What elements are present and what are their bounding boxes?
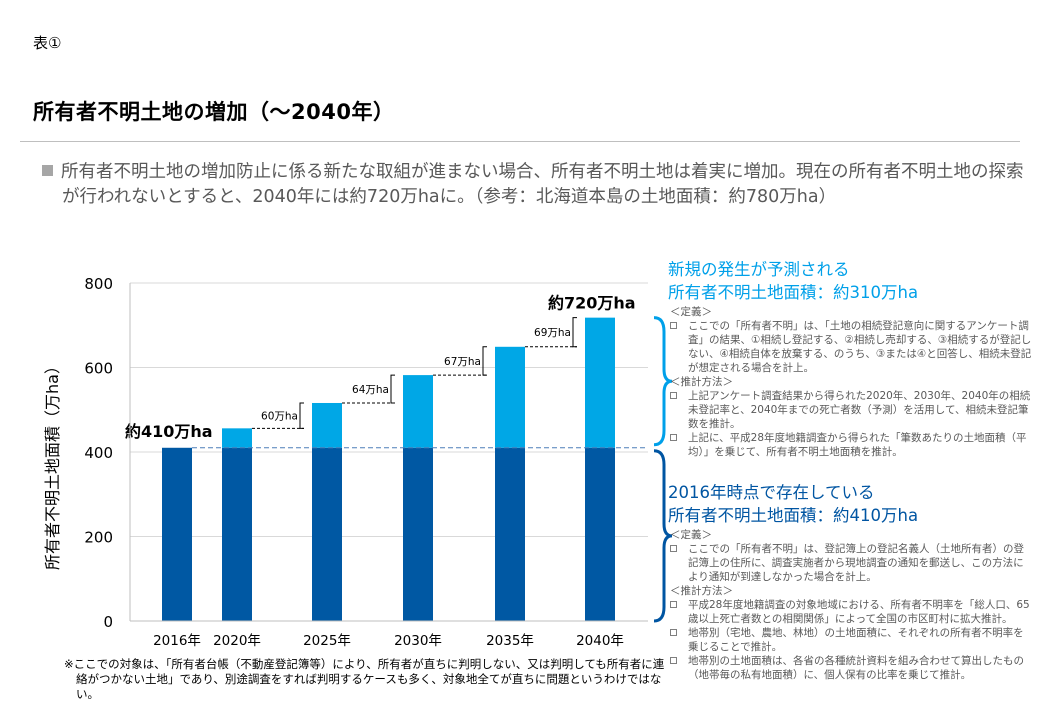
annotation-2040: 約720万ha [548,294,636,313]
y-tick-label: 800 [84,275,113,293]
list-item-text: 平成28年度地籍調査の対象地域における、所有者不明率を「総人口、65歳以上死亡者… [688,599,1030,625]
x-tick-label: 2020年 [213,633,261,649]
square-bullet-icon [42,165,53,176]
y-tick-label: 400 [84,444,113,462]
list-item: ここでの「所有者不明」は、登記簿上の登記名義人（土地所有者）の登記簿上の住所に、… [668,542,1034,584]
method-label: ＜推計方法＞ [670,585,733,597]
bar-new [495,346,525,448]
bar-new [222,428,252,448]
y-tick-label: 200 [84,529,113,547]
list-item-text: ここでの「所有者不明」は、登記簿上の登記名義人（土地所有者）の登記簿上の住所に、… [688,543,1024,583]
panel-new-heading-1: 新規の発生が予測される [668,260,850,279]
bar-new [585,317,615,448]
bar-existing [162,447,192,621]
list-item-text: 上記に、平成28年度地籍調査から得られた「筆数あたりの土地面積（平均）」を乗じて… [688,432,1027,458]
brace-existing-icon [653,449,673,623]
checkbox-bullet-icon [670,545,677,552]
panel-existing: 2016年時点で存在している 所有者不明土地面積：約410万ha ＜定義＞ ここ… [668,482,1034,682]
annotation-2016: 約410万ha [125,422,213,441]
list-item: 上記に、平成28年度地籍調査から得られた「筆数あたりの土地面積（平均）」を乗じて… [668,431,1034,459]
increment-bracket [482,346,487,376]
list-item-text: ここでの「所有者不明」は、「土地の相続登記意向に関するアンケート調査」の結果、①… [688,320,1032,374]
increment-bracket [299,402,304,429]
bar-existing [585,447,615,621]
grid-lines [130,282,648,537]
y-axis-label: 所有者不明土地面積（万ha） [43,358,62,570]
summary-text: 所有者不明土地の増加防止に係る新たな取組が進まない場合、所有者不明土地は着実に増… [42,160,1024,210]
checkbox-bullet-icon [670,601,677,608]
list-item: 上記アンケート調査結果から得られた2020年、2030年、2040年の相続未登記… [668,389,1034,431]
bar-existing [495,447,525,621]
table-label: 表① [33,34,62,52]
definition-label: ＜定義＞ [670,529,712,541]
y-tick-label: 0 [103,613,113,631]
list-item-text: 地帯別の土地面積は、各省の各種統計資料を組み合わせて算出したもの（地帯毎の私有地… [688,655,1024,681]
list-item-text: 上記アンケート調査結果から得られた2020年、2030年、2040年の相続未登記… [688,390,1031,430]
list-item: 地帯別の土地面積は、各省の各種統計資料を組み合わせて算出したもの（地帯毎の私有地… [668,654,1034,682]
definition-label: ＜定義＞ [670,306,712,318]
panel-exist-heading-1: 2016年時点で存在している [668,483,875,502]
checkbox-bullet-icon [670,629,677,636]
bar-existing [312,447,342,621]
bar-existing [222,447,252,621]
increment-bracket [572,317,577,348]
increment-label: 64万ha [352,384,389,396]
bar-new [312,402,342,448]
increment-label: 60万ha [261,411,298,423]
increment-label: 67万ha [444,356,481,368]
checkbox-bullet-icon [670,322,677,329]
panel-new-heading-2: 所有者不明土地面積：約310万ha [668,283,919,302]
list-item-text: 地帯別（宅地、農地、林地）の土地面積に、それぞれの所有者不明率を乗じることで推計… [688,627,1024,653]
increment-bracket [390,374,395,404]
annotations: 60万ha 64万ha 67万ha 69万ha 約410万ha 約720万ha [125,294,648,449]
title-divider [20,141,1020,142]
summary-body: 所有者不明土地の増加防止に係る新たな取組が進まない場合、所有者不明土地は着実に増… [61,162,1024,207]
braces [653,316,673,623]
axes: 0 200 400 600 800 所有者不明土地面積（万ha） 2016年 2020年 202… [43,275,648,649]
list-item: ここでの「所有者不明」は、「土地の相続登記意向に関するアンケート調査」の結果、①… [668,319,1034,375]
footnote: ※ここでの対象は、「所有者台帳（不動産登記簿等）により、所有者が直ちに判明しない… [64,657,665,701]
checkbox-bullet-icon [670,657,677,664]
method-label: ＜推計方法＞ [670,376,733,388]
panel-exist-heading-2: 所有者不明土地面積：約410万ha [668,506,919,525]
bar-new [403,375,433,448]
x-tick-label: 2016年 [153,633,201,649]
checkbox-bullet-icon [670,434,677,441]
list-item: 平成28年度地籍調査の対象地域における、所有者不明率を「総人口、65歳以上死亡者… [668,598,1034,626]
y-tick-label: 600 [84,360,113,378]
list-item: 地帯別（宅地、農地、林地）の土地面積に、それぞれの所有者不明率を乗じることで推計… [668,626,1034,654]
bar-existing [403,447,433,621]
brace-new-icon [653,316,673,447]
x-tick-label: 2030年 [394,633,442,649]
x-tick-label: 2025年 [303,633,351,649]
bars [162,317,615,621]
x-tick-label: 2040年 [576,633,624,649]
panel-new-occurrence: 新規の発生が予測される 所有者不明土地面積：約310万ha ＜定義＞ ここでの「… [668,259,1034,459]
checkbox-bullet-icon [670,392,677,399]
x-tick-label: 2035年 [486,633,534,649]
page-title: 所有者不明土地の増加（～2040年） [33,100,395,124]
increment-label: 69万ha [534,327,571,339]
